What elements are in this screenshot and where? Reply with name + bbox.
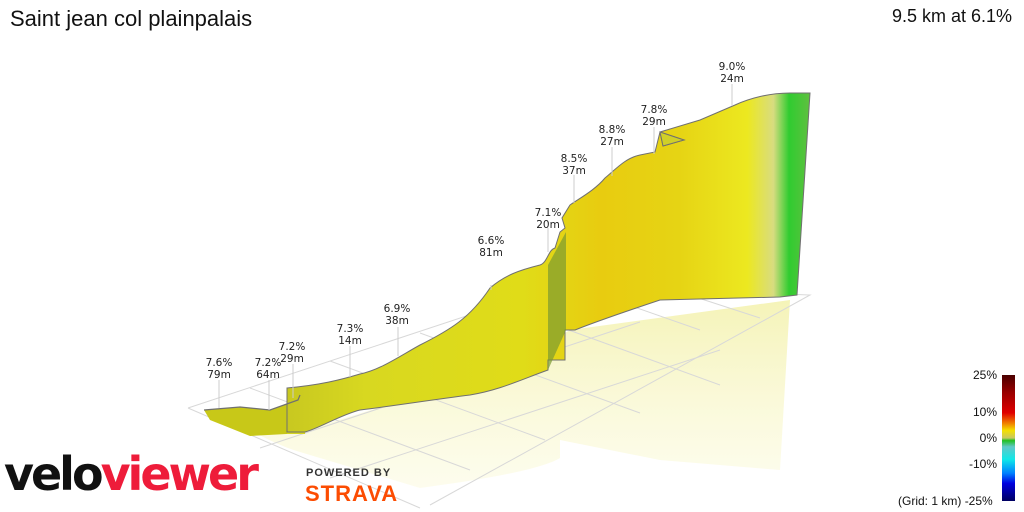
legend-tick-10: 10% [972, 405, 997, 419]
annotation-length: 79m [207, 369, 231, 381]
strava-logo[interactable]: STRAVA [305, 481, 399, 506]
logo-velo-text: velo [4, 447, 104, 501]
annotation-gradient: 7.2% [255, 357, 282, 369]
annotation-gradient: 7.6% [206, 357, 233, 369]
annotation-length: 14m [338, 335, 362, 347]
annotation-length: 20m [536, 219, 560, 231]
annotation-gradient: 7.2% [279, 341, 306, 353]
gradient-color-bar [1002, 375, 1015, 501]
annotation-length: 64m [256, 369, 280, 381]
annotation-gradient: 7.8% [641, 104, 668, 116]
annotation-gradient: 6.9% [384, 303, 411, 315]
legend-grid-note: (Grid: 1 km) -25% [898, 494, 993, 508]
switchback-annotations [218, 84, 733, 410]
annotation-gradient: 7.1% [535, 207, 562, 219]
page-title: Saint jean col plainpalais [10, 6, 253, 31]
annotation-gradient: 6.6% [478, 235, 505, 247]
annotation-length: 29m [280, 353, 304, 365]
legend-tick-0: 0% [979, 431, 997, 445]
annotation-length: 27m [600, 136, 624, 148]
climb-summary: 9.5 km at 6.1% [891, 6, 1012, 26]
annotation-labels: 7.6% 79m 7.2% 64m 7.2% 29m 7.3% 14m 6.9%… [206, 61, 746, 381]
logo-viewer-text: viewer [100, 447, 259, 501]
annotation-length: 37m [562, 165, 586, 177]
profile-reflection [204, 300, 790, 488]
annotation-length: 29m [642, 116, 666, 128]
veloviewer-logo[interactable]: veloviewer [4, 451, 259, 497]
annotation-length: 81m [479, 247, 503, 259]
profile-wall [203, 92, 811, 436]
annotation-gradient: 8.8% [599, 124, 626, 136]
annotation-gradient: 9.0% [719, 61, 746, 73]
grid-note-text: (Grid: 1 km) [898, 494, 962, 508]
annotation-length: 38m [385, 315, 409, 327]
legend-tick-minus25: -25% [964, 494, 993, 508]
annotation-gradient: 8.5% [561, 153, 588, 165]
annotation-gradient: 7.3% [337, 323, 364, 335]
legend-tick-25: 25% [972, 368, 997, 382]
annotation-length: 24m [720, 73, 744, 85]
powered-by-label: POWERED BY [306, 467, 392, 479]
legend-tick-minus10: -10% [968, 457, 997, 471]
